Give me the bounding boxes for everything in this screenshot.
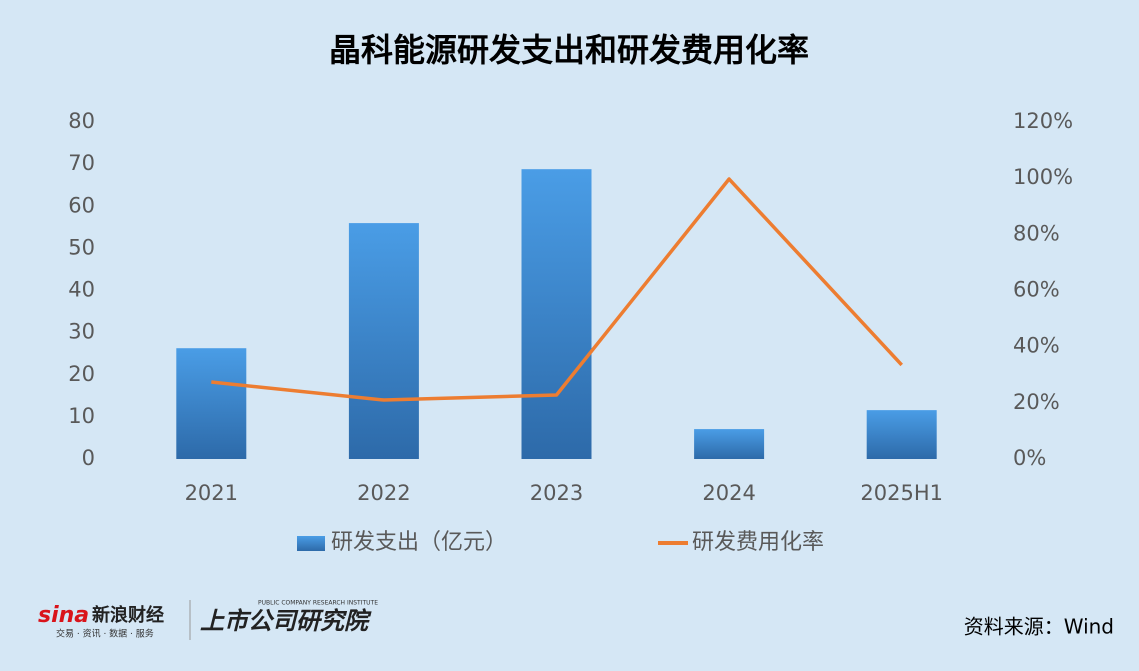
y-tick-label: 10 bbox=[68, 404, 95, 428]
bar bbox=[866, 410, 937, 459]
footer-brand: 新浪财经 bbox=[92, 604, 164, 626]
footer-institute: 上市公司研究院 bbox=[200, 607, 372, 635]
legend-label: 研发费用化率 bbox=[692, 530, 824, 555]
y2-tick-label: 40% bbox=[1013, 334, 1060, 358]
y2-tick-label: 100% bbox=[1013, 165, 1073, 189]
chart-title: 晶科能源研发支出和研发费用化率 bbox=[329, 31, 809, 69]
bar bbox=[694, 429, 765, 459]
y-tick-label: 0 bbox=[82, 446, 95, 470]
line-series bbox=[211, 177, 903, 402]
y-tick-label: 40 bbox=[68, 278, 95, 302]
source-note: 资料来源：Wind bbox=[964, 615, 1114, 639]
y-tick-label: 80 bbox=[68, 109, 95, 133]
bar bbox=[176, 348, 247, 459]
legend-label: 研发支出（亿元） bbox=[331, 530, 507, 555]
y-tick-label: 70 bbox=[68, 151, 95, 175]
footer-tagline: 交易 · 资讯 · 数据 · 服务 bbox=[56, 628, 154, 640]
x-tick-label: 2021 bbox=[185, 481, 238, 505]
y2-tick-label: 20% bbox=[1013, 390, 1060, 414]
y2-tick-label: 120% bbox=[1013, 109, 1073, 133]
footer-institute-en: PUBLIC COMPANY RESEARCH INSTITUTE bbox=[258, 600, 378, 607]
legend-swatch bbox=[297, 536, 325, 551]
y-tick-label: 30 bbox=[68, 320, 95, 344]
x-tick-label: 2025H1 bbox=[860, 481, 943, 505]
x-tick-label: 2022 bbox=[357, 481, 410, 505]
y2-tick-label: 0% bbox=[1013, 446, 1046, 470]
y-tick-label: 20 bbox=[68, 362, 95, 386]
y-tick-label: 60 bbox=[68, 193, 95, 217]
y2-tick-label: 60% bbox=[1013, 278, 1060, 302]
y2-tick-label: 80% bbox=[1013, 221, 1060, 245]
footer-logo: sina bbox=[38, 603, 89, 628]
bar bbox=[521, 169, 592, 459]
x-tick-label: 2023 bbox=[530, 481, 583, 505]
y-tick-label: 50 bbox=[68, 235, 95, 259]
x-tick-label: 2024 bbox=[702, 481, 755, 505]
bar bbox=[348, 223, 419, 459]
